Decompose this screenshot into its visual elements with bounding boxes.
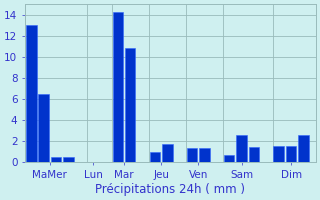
Bar	[51, 157, 61, 162]
Bar	[113, 12, 123, 162]
Bar	[236, 135, 247, 162]
Bar	[38, 94, 49, 162]
Bar	[274, 146, 284, 162]
Bar	[224, 155, 235, 162]
Bar	[125, 48, 135, 162]
Bar	[286, 146, 296, 162]
Bar	[187, 148, 197, 162]
Bar	[150, 152, 160, 162]
Bar	[199, 148, 210, 162]
Bar	[249, 147, 259, 162]
Bar	[162, 144, 172, 162]
Bar	[63, 157, 74, 162]
X-axis label: Précipitations 24h ( mm ): Précipitations 24h ( mm )	[95, 183, 245, 196]
Bar	[298, 135, 309, 162]
Bar	[26, 25, 36, 162]
